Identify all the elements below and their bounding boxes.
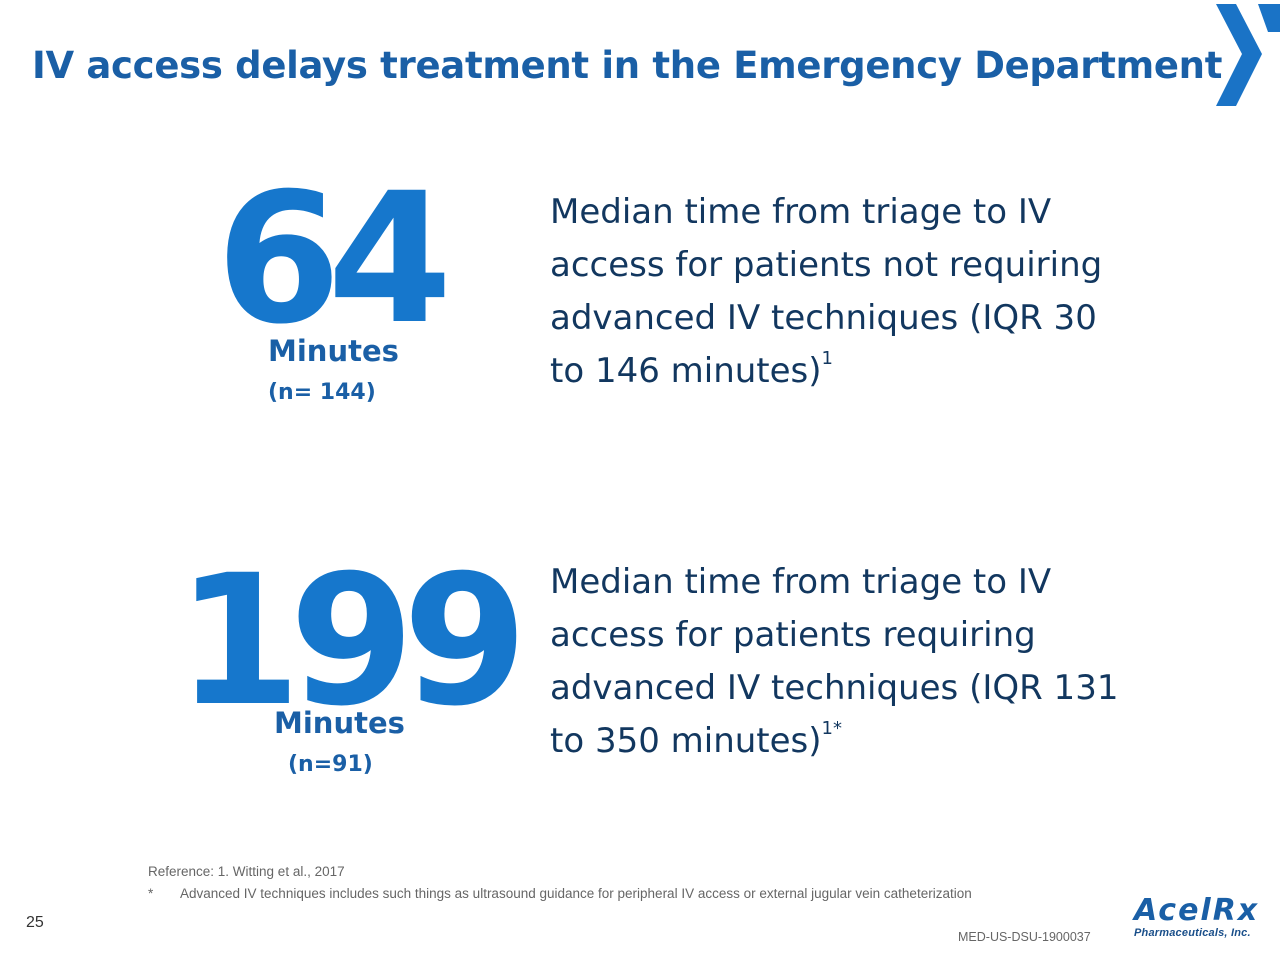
stat-description-text: Median time from triage to IV access for… [550, 192, 1103, 391]
reference-superscript: 1 [821, 348, 833, 369]
asterisk-footnote: * Advanced IV techniques includes such th… [148, 886, 972, 901]
reference-superscript: 1* [821, 718, 842, 739]
asterisk-footnote-text: Advanced IV techniques includes such thi… [180, 886, 972, 901]
reference-footnote: Reference: 1. Witting et al., 2017 [148, 864, 345, 879]
stat-unit-requiring: Minutes [274, 706, 405, 740]
brand-tagline: Pharmaceuticals, Inc. [1134, 927, 1251, 939]
stat-description-text: Median time from triage to IV access for… [550, 562, 1119, 761]
stat-description-requiring: Median time from triage to IV access for… [550, 556, 1140, 768]
asterisk-mark: * [148, 886, 154, 901]
stat-description-not-requiring: Median time from triage to IV access for… [550, 186, 1140, 398]
stat-sample-size-not-requiring: (n= 144) [268, 380, 376, 405]
stat-value-not-requiring: 64 [216, 155, 452, 364]
document-code: MED-US-DSU-1900037 [958, 930, 1091, 944]
brand-logo: AcelRx Pharmaceuticals, Inc. [1134, 896, 1260, 940]
page-number: 25 [26, 914, 44, 931]
brand-name: AcelRx [1134, 893, 1260, 928]
stat-value-requiring: 199 [176, 537, 528, 746]
stat-unit-not-requiring: Minutes [268, 334, 399, 368]
page-title: IV access delays treatment in the Emerge… [32, 44, 1223, 87]
stat-sample-size-requiring: (n=91) [288, 752, 373, 777]
chevron-x-logo-icon [1216, 4, 1280, 106]
